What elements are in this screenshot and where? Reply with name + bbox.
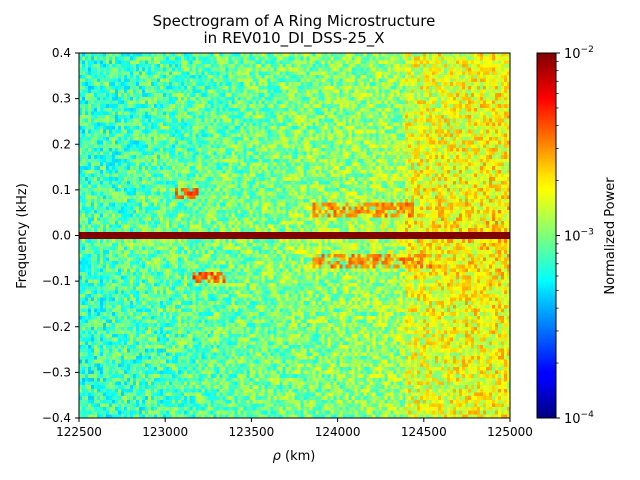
x-tick-label: 123500 [228, 425, 274, 439]
x-tick-label: 122500 [56, 425, 102, 439]
colorbar-tick-label: 10−3 [564, 228, 594, 245]
y-tick-label: −0.4 [42, 411, 71, 425]
x-tick-label: 123000 [142, 425, 188, 439]
colorbar-ticks: 10−2 10−3 10−4 [556, 45, 594, 427]
y-axis: −0.4 −0.3 −0.2 −0.1 0.0 0.1 0.2 0.3 0.4 [42, 46, 79, 425]
colorbar-tick-label: 10−4 [564, 410, 594, 427]
y-tick-label: −0.1 [42, 274, 71, 288]
x-axis-unit: (km) [285, 449, 315, 464]
y-tick-label: 0.4 [52, 46, 71, 60]
heatmap-image [79, 53, 510, 418]
x-tick-label: 125000 [487, 425, 533, 439]
chart-title: Spectrogram of A Ring Microstructure [153, 12, 436, 30]
y-tick-label: 0.2 [52, 137, 71, 151]
colorbar [536, 52, 557, 419]
x-axis-symbol: ρ [273, 449, 282, 464]
heatmap [79, 53, 510, 418]
colorbar-label: Normalized Power [603, 177, 618, 295]
x-tick-label: 124000 [315, 425, 361, 439]
x-tick-label: 124500 [401, 425, 447, 439]
chart-subtitle: in REV010_DI_DSS-25_X [203, 29, 384, 48]
y-tick-label: −0.2 [42, 320, 71, 334]
y-tick-label: −0.3 [42, 365, 71, 379]
colorbar-tick-label: 10−2 [564, 45, 594, 62]
y-axis-label: Frequency (kHz) [15, 183, 30, 289]
x-axis: 122500 123000 123500 124000 124500 125000 [56, 418, 533, 439]
x-axis-label: ρ (km) [273, 449, 316, 464]
y-tick-label: 0.3 [52, 92, 71, 106]
y-tick-label: 0.0 [52, 229, 71, 243]
y-tick-label: 0.1 [52, 183, 71, 197]
